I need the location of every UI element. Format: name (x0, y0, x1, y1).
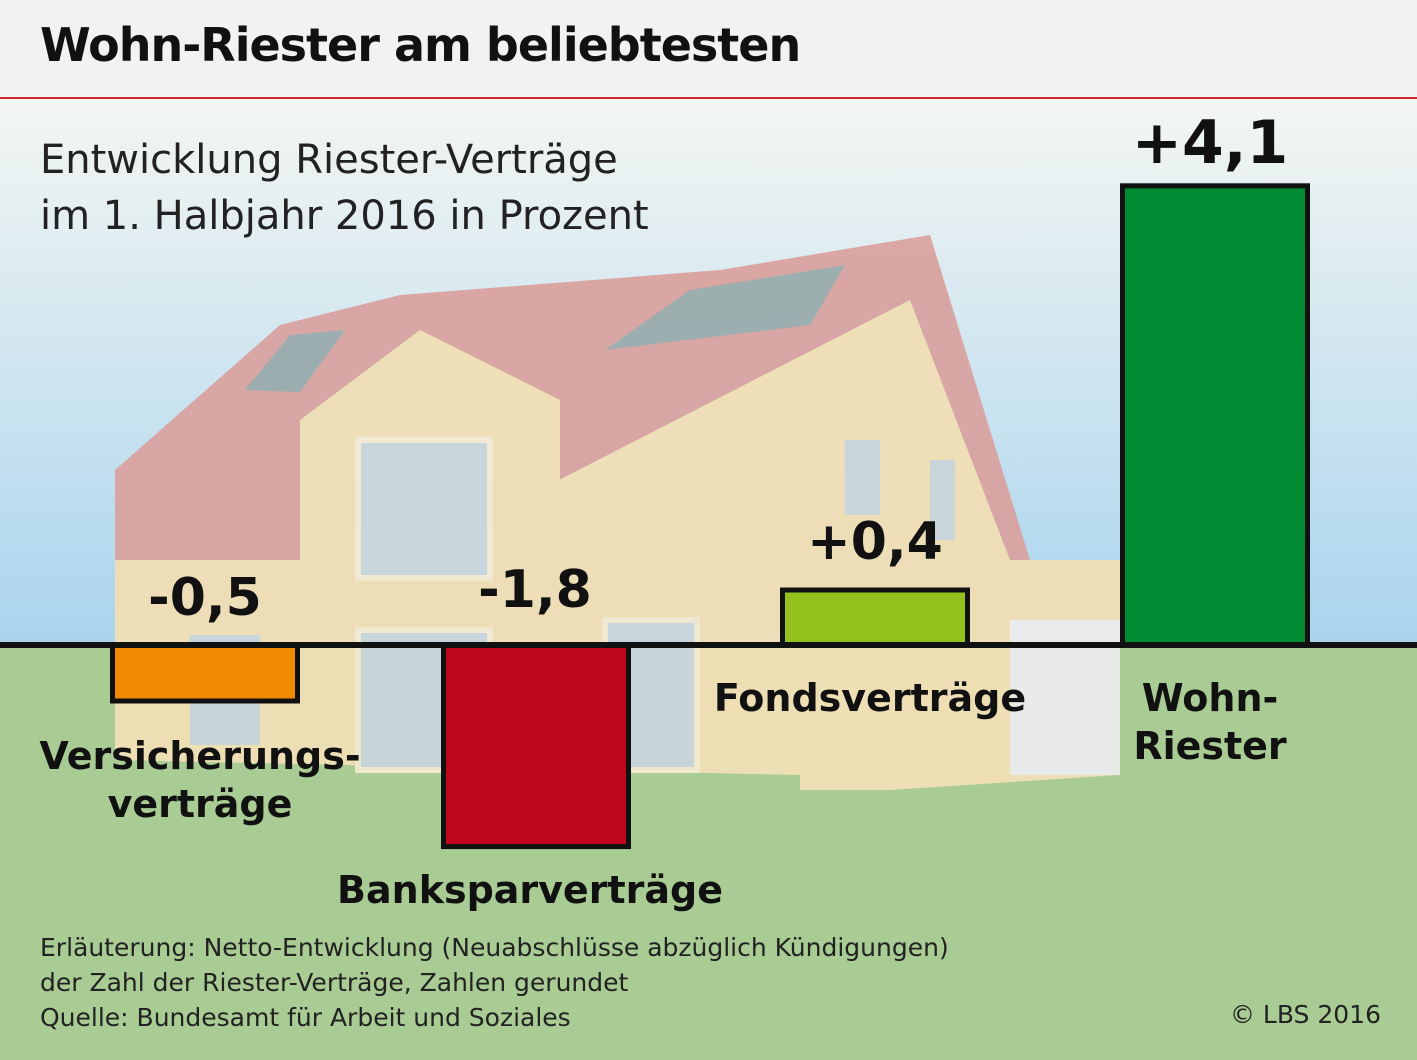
copyright: © LBS 2016 (1229, 1000, 1381, 1029)
value-label: +4,1 (1131, 108, 1289, 178)
footer-note: Erläuterung: Netto-Entwicklung (Neuabsch… (40, 930, 949, 1035)
source-line: Quelle: Bundesamt für Arbeit und Soziale… (40, 1003, 571, 1032)
header-band (0, 0, 1417, 98)
category-label-line: Versicherungs- (39, 734, 361, 778)
subtitle-line: Entwicklung Riester-Verträge (40, 137, 618, 183)
bar (1120, 183, 1310, 648)
bar (441, 642, 631, 850)
value-label: -0,5 (148, 568, 262, 628)
baseline (0, 642, 1417, 648)
note-line: der Zahl der Riester-Verträge, Zahlen ge… (40, 968, 629, 997)
category-label-line: Wohn- (1141, 676, 1279, 720)
category-label-line: Riester (1133, 724, 1287, 768)
category-label: Fondsverträge (713, 676, 1027, 720)
category-label: Versicherungs- verträge (30, 732, 370, 828)
category-label: Wohn- Riester (1080, 674, 1340, 770)
subtitle-line: im 1. Halbjahr 2016 in Prozent (40, 193, 649, 239)
value-label: -1,8 (478, 560, 592, 620)
category-label-line: verträge (107, 782, 293, 826)
bar (780, 587, 970, 648)
header-line (0, 97, 1417, 99)
chart-title: Wohn-Riester am beliebtesten (40, 18, 801, 72)
chart-subtitle: Entwicklung Riester-Verträge im 1. Halbj… (40, 132, 649, 244)
value-label: +0,4 (807, 512, 943, 572)
bar (110, 642, 300, 704)
note-line: Erläuterung: Netto-Entwicklung (Neuabsch… (40, 933, 949, 962)
category-label: Banksparverträge (337, 868, 723, 912)
